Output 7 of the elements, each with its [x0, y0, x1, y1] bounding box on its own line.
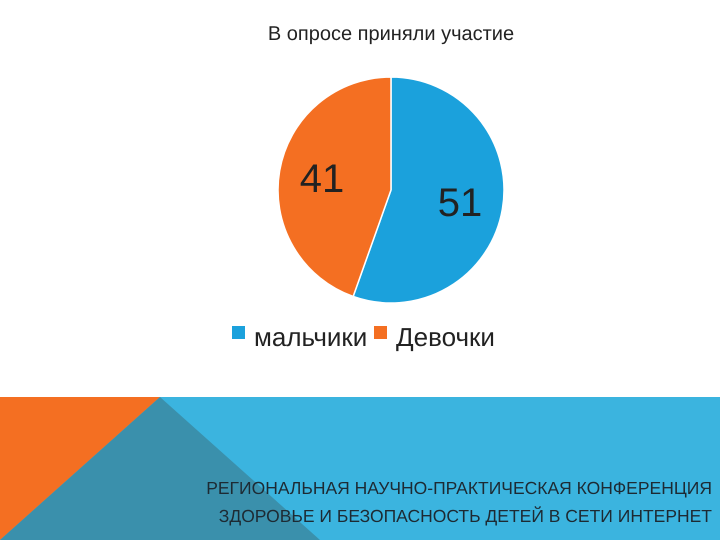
data-label: 41 [300, 157, 344, 202]
legend-label: Девочки [396, 322, 495, 352]
text: ЗДОРОВЬЕ И БЕЗОПАСНОСТЬ ДЕТЕЙ В СЕТИ ИНТЕРНЕТ [218, 506, 712, 526]
text: РЕГИОНАЛЬНАЯ НАУЧНО-ПРАКТИЧЕСКАЯ КОНФЕРЕНЦИЯ [206, 478, 712, 498]
chart-title: В опросе приняли участие [268, 23, 514, 45]
data-label: 51 [438, 180, 482, 225]
legend-label: мальчики [254, 322, 368, 352]
